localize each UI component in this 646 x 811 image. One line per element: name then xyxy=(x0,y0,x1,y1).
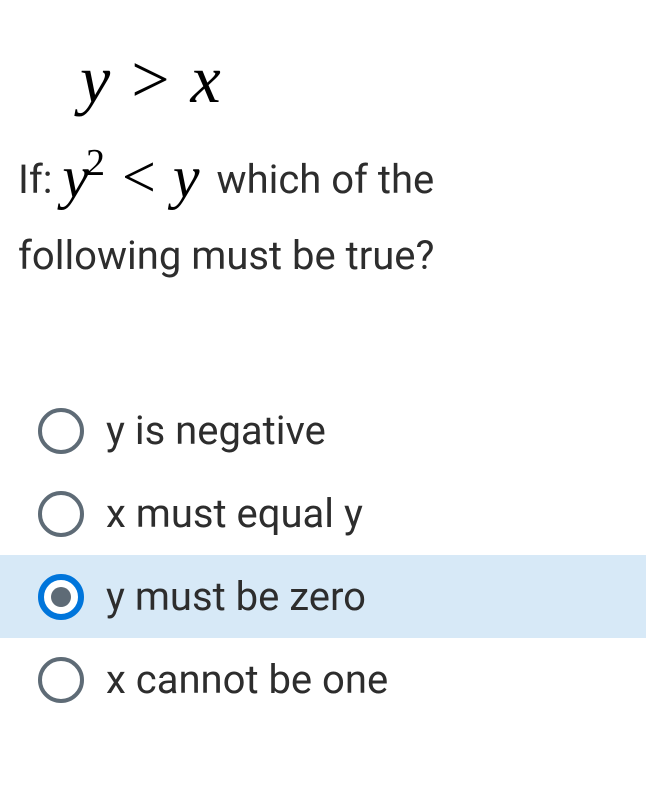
less-than-symbol: < xyxy=(122,144,157,210)
radio-icon xyxy=(38,574,84,620)
math-y2: y xyxy=(173,144,201,210)
greater-than-symbol: > xyxy=(131,41,171,117)
var-y: y xyxy=(80,41,112,117)
option-x-cannot-be-one[interactable]: x cannot be one xyxy=(0,638,646,703)
radio-icon xyxy=(38,657,84,703)
question-line-2: following must be true? xyxy=(18,232,646,279)
radio-icon xyxy=(38,491,84,537)
option-label: x cannot be one xyxy=(106,656,388,703)
question-line-1: If: y2 < y which of the xyxy=(18,137,646,218)
if-label: If: xyxy=(18,156,52,203)
option-label: y is negative xyxy=(106,407,326,454)
math-expression: y2 < y xyxy=(62,144,216,210)
option-y-is-negative[interactable]: y is negative xyxy=(0,389,646,472)
inequality-expression: y > x xyxy=(80,40,646,119)
var-x: x xyxy=(191,41,223,117)
question-text-1: which of the xyxy=(217,156,435,203)
radio-icon xyxy=(38,408,84,454)
options-group: y is negative x must equal y y must be z… xyxy=(0,389,646,703)
math-exponent: 2 xyxy=(86,142,106,184)
option-label: y must be zero xyxy=(106,573,366,620)
option-label: x must equal y xyxy=(106,490,363,537)
option-y-must-be-zero[interactable]: y must be zero xyxy=(0,555,646,638)
option-x-must-equal-y[interactable]: x must equal y xyxy=(0,472,646,555)
